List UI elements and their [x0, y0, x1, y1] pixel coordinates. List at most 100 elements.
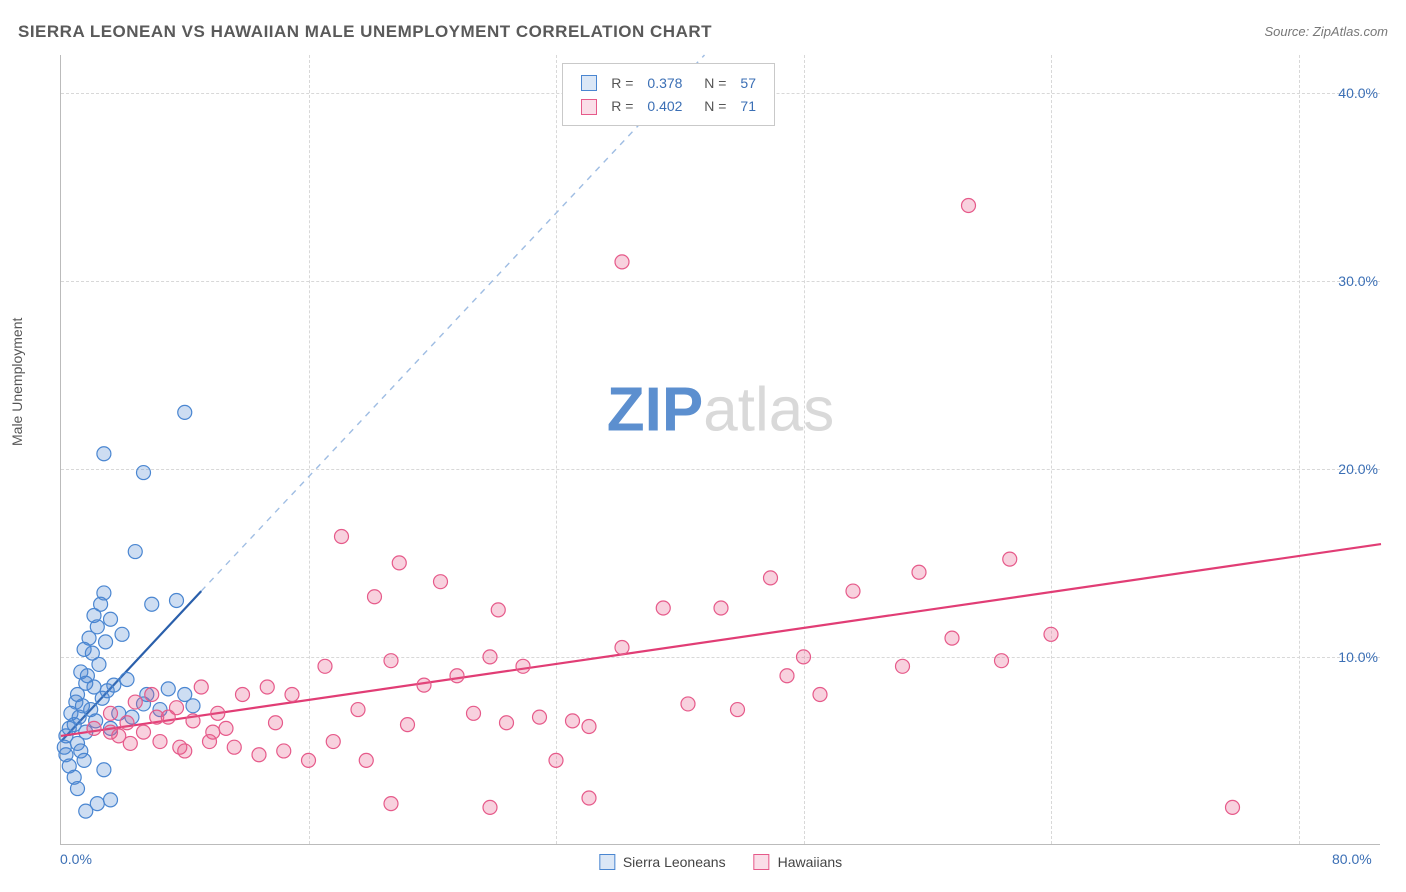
data-point	[401, 718, 415, 732]
data-point	[252, 748, 266, 762]
trend-line	[61, 544, 1381, 736]
data-point	[137, 725, 151, 739]
data-point	[797, 650, 811, 664]
trend-line-extrapolated	[201, 55, 704, 591]
data-point	[962, 198, 976, 212]
legend-n-label: N =	[690, 72, 732, 93]
data-point	[104, 706, 118, 720]
data-point	[681, 697, 695, 711]
data-point	[384, 797, 398, 811]
data-point	[90, 797, 104, 811]
data-point	[170, 593, 184, 607]
data-point	[615, 255, 629, 269]
data-point	[450, 669, 464, 683]
legend-n-value: 57	[734, 72, 762, 93]
plot-area: ZIPatlas R =0.378 N =57R =0.402 N =71 10…	[60, 55, 1380, 845]
data-point	[153, 735, 167, 749]
data-point	[128, 545, 142, 559]
data-point	[260, 680, 274, 694]
data-point	[318, 659, 332, 673]
data-point	[351, 703, 365, 717]
data-point	[186, 714, 200, 728]
data-point	[302, 753, 316, 767]
data-point	[582, 720, 596, 734]
data-point	[87, 721, 101, 735]
data-point	[813, 688, 827, 702]
data-point	[120, 672, 134, 686]
data-point	[500, 716, 514, 730]
data-point	[145, 597, 159, 611]
data-point	[120, 716, 134, 730]
x-tick-0: 0.0%	[60, 851, 92, 867]
data-point	[656, 601, 670, 615]
data-point	[533, 710, 547, 724]
legend-r-value: 0.402	[641, 95, 688, 116]
x-tick-80: 80.0%	[1332, 851, 1372, 867]
data-point	[90, 620, 104, 634]
data-point	[173, 740, 187, 754]
legend-stats-box: R =0.378 N =57R =0.402 N =71	[562, 63, 775, 126]
data-point	[107, 678, 121, 692]
data-point	[104, 612, 118, 626]
data-point	[211, 706, 225, 720]
data-point	[150, 710, 164, 724]
y-axis-label: Male Unemployment	[9, 318, 25, 446]
legend-n-value: 71	[734, 95, 762, 116]
data-point	[714, 601, 728, 615]
data-point	[219, 721, 233, 735]
legend-bottom: Sierra LeoneansHawaiians	[599, 854, 842, 870]
data-point	[77, 753, 91, 767]
data-point	[128, 695, 142, 709]
data-point	[467, 706, 481, 720]
data-point	[186, 699, 200, 713]
data-point	[615, 641, 629, 655]
data-point	[780, 669, 794, 683]
data-point	[417, 678, 431, 692]
data-point	[170, 701, 184, 715]
data-point	[434, 575, 448, 589]
legend-item: Hawaiians	[754, 854, 843, 870]
data-point	[582, 791, 596, 805]
data-point	[764, 571, 778, 585]
data-point	[97, 586, 111, 600]
data-point	[57, 740, 71, 754]
data-point	[384, 654, 398, 668]
data-point	[945, 631, 959, 645]
data-point	[1003, 552, 1017, 566]
chart-svg	[61, 55, 1380, 844]
legend-n-label: N =	[690, 95, 732, 116]
data-point	[1226, 800, 1240, 814]
legend-r-label: R =	[605, 72, 639, 93]
y-tick-label: 40.0%	[1338, 85, 1378, 101]
data-point	[236, 688, 250, 702]
y-tick-label: 10.0%	[1338, 649, 1378, 665]
data-point	[194, 680, 208, 694]
chart-title: SIERRA LEONEAN VS HAWAIIAN MALE UNEMPLOY…	[18, 22, 712, 42]
legend-swatch	[581, 75, 597, 91]
legend-swatch	[754, 854, 770, 870]
data-point	[335, 530, 349, 544]
data-point	[359, 753, 373, 767]
data-point	[178, 405, 192, 419]
data-point	[104, 725, 118, 739]
data-point	[731, 703, 745, 717]
source-label: Source: ZipAtlas.com	[1264, 24, 1388, 39]
data-point	[123, 736, 137, 750]
data-point	[115, 627, 129, 641]
data-point	[392, 556, 406, 570]
data-point	[491, 603, 505, 617]
data-point	[1044, 627, 1058, 641]
data-point	[912, 565, 926, 579]
y-tick-label: 20.0%	[1338, 461, 1378, 477]
legend-swatch	[599, 854, 615, 870]
data-point	[285, 688, 299, 702]
legend-swatch	[581, 99, 597, 115]
data-point	[137, 466, 151, 480]
data-point	[326, 735, 340, 749]
data-point	[145, 688, 159, 702]
legend-r-value: 0.378	[641, 72, 688, 93]
data-point	[516, 659, 530, 673]
data-point	[277, 744, 291, 758]
data-point	[206, 725, 220, 739]
data-point	[227, 740, 241, 754]
